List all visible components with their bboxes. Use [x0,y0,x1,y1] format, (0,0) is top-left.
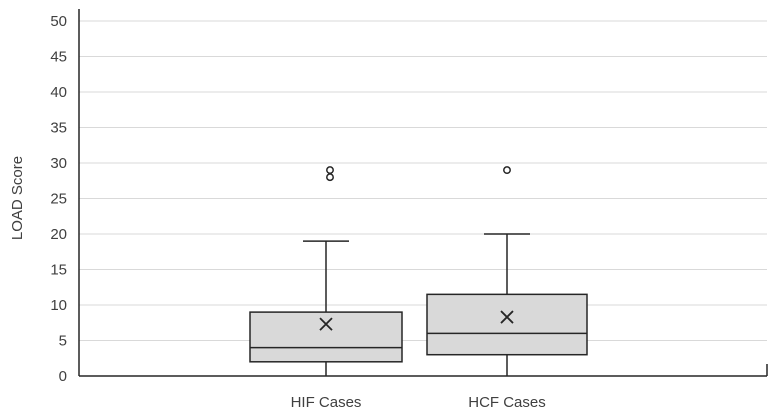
y-tick-label: 50 [50,13,67,30]
y-tick-label: 0 [59,368,67,385]
x-axis-category-labels: HIF Cases HCF Cases [291,394,546,411]
y-tick-label: 40 [50,84,67,101]
iqr-box [426,293,588,356]
y-tick-label: 15 [50,262,67,279]
y-tick-label: 25 [50,191,67,208]
gridlines [79,20,767,341]
boxes [249,166,588,376]
x-category-label: HCF Cases [468,394,546,411]
x-category-label: HIF Cases [291,394,362,411]
y-tick-label: 45 [50,49,67,66]
box-group [426,166,588,376]
y-tick-label: 35 [50,120,67,137]
mean-marker [319,317,333,331]
iqr-box [249,311,403,363]
y-tick-label: 20 [50,226,67,243]
y-tick-label: 30 [50,155,67,172]
outlier-point [503,166,511,175]
mean-marker [500,310,514,324]
y-axis-ticks: 0 5 10 15 20 25 30 35 40 45 50 [50,13,67,385]
outlier-point [326,173,334,182]
y-tick-label: 10 [50,297,67,314]
y-axis-title: LOAD Score [9,156,26,240]
axes [78,9,768,377]
outlier-point [326,166,334,175]
box-group [249,166,403,376]
y-tick-label: 5 [59,333,67,350]
